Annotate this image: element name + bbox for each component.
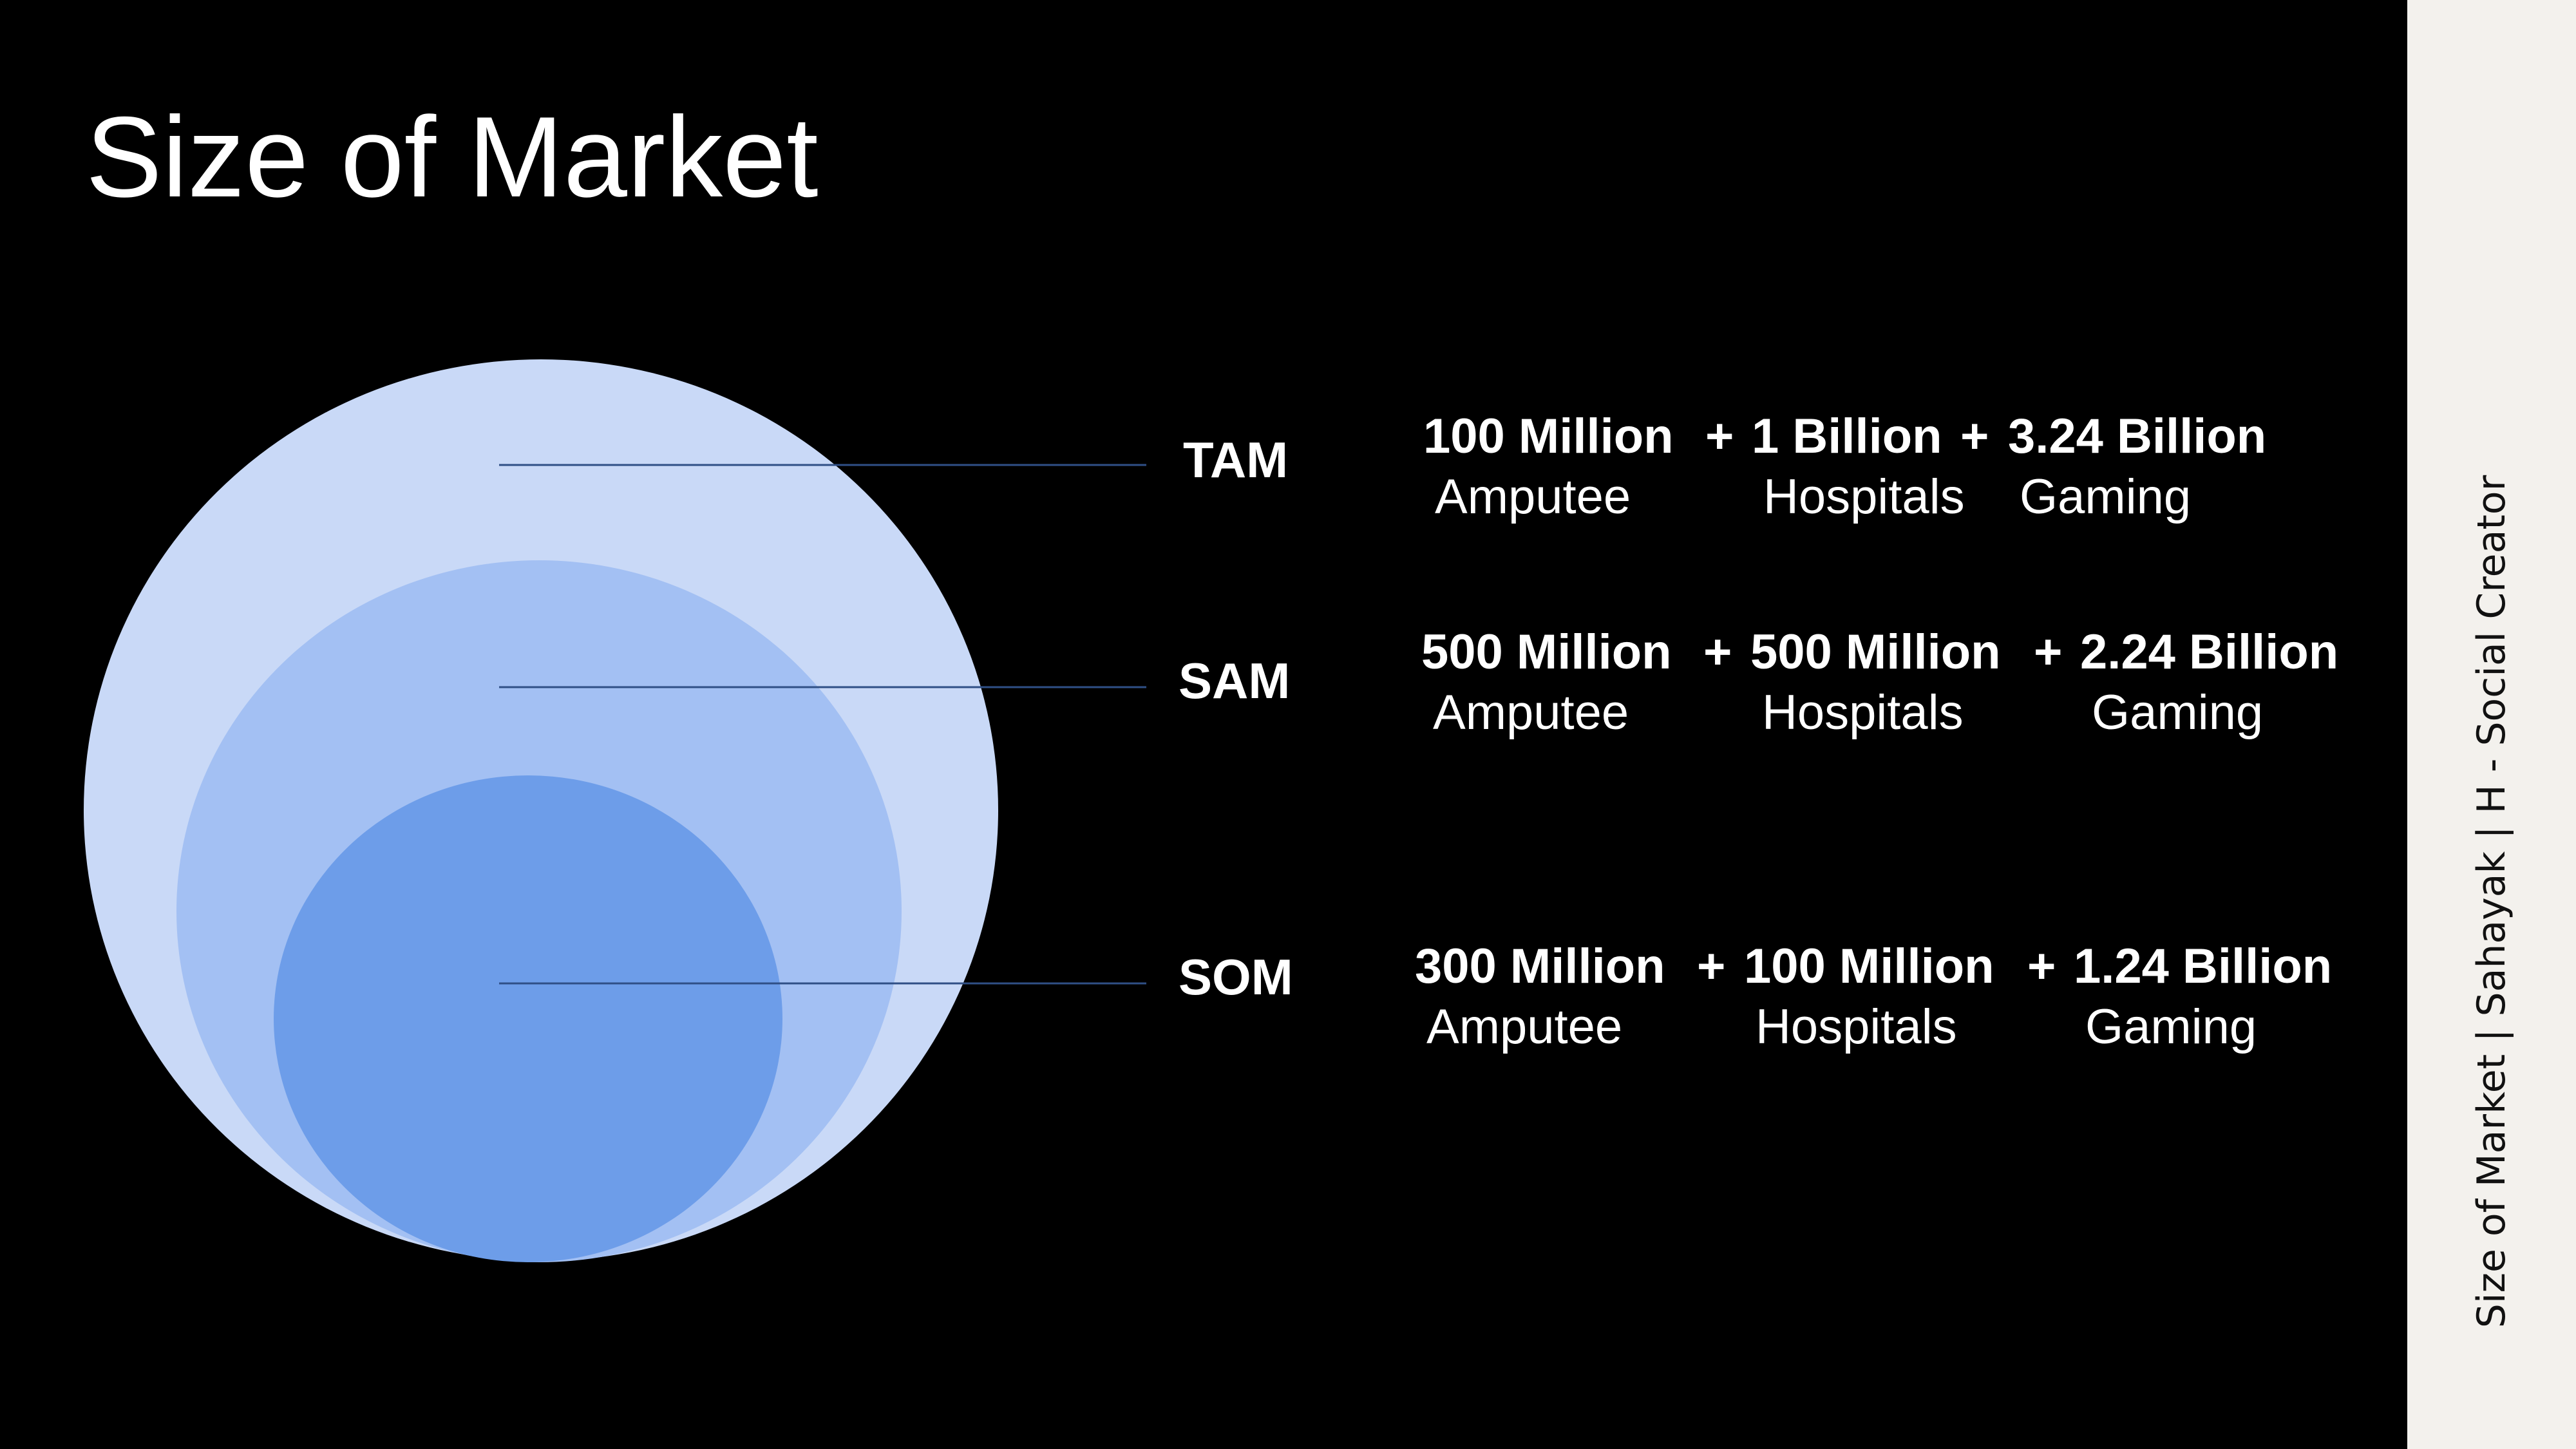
sam-hospitals-label: Hospitals [1762, 685, 1964, 740]
som-gaming-label: Gaming [2085, 999, 2257, 1054]
tam-label: TAM [1183, 431, 1289, 488]
som-amputee-label: Amputee [1426, 999, 1623, 1054]
tam-plus-1: + [1705, 409, 1734, 464]
sam-plus-2: + [2034, 625, 2063, 679]
sam-gaming-value: 2.24 Billion [2080, 625, 2339, 679]
tam-segment-amputee: 100 Million Amputee [1423, 412, 1674, 522]
som-hospitals-value: 100 Million [1744, 939, 1994, 994]
sam-plus-1: + [1703, 625, 1732, 679]
sam-amputee-label: Amputee [1433, 685, 1629, 740]
som-amputee-value: 300 Million [1415, 939, 1665, 994]
tam-gaming-label: Gaming [2020, 469, 2192, 524]
sam-amputee-value: 500 Million [1421, 625, 1672, 679]
slide-main: Size of Market TAM 100 Million Amputee +… [84, 93, 2339, 1262]
slide-title: Size of Market [86, 93, 819, 221]
som-segment-hospitals: 100 Million Hospitals [1744, 942, 1994, 1052]
tam-amputee-value: 100 Million [1423, 409, 1674, 464]
side-caption: Size of Market | Sahayak | H - Social Cr… [2469, 475, 2514, 1329]
tam-segment-hospitals: 1 Billion Hospitals [1752, 412, 1965, 522]
market-size-diagram [84, 359, 1146, 1262]
tam-segment-gaming: 3.24 Billion Gaming [2008, 412, 2266, 522]
sam-label: SAM [1179, 652, 1291, 709]
som-hospitals-label: Hospitals [1756, 999, 1957, 1054]
som-circle [274, 775, 782, 1262]
sam-segment-gaming: 2.24 Billion Gaming [2080, 628, 2338, 737]
tam-hospitals-label: Hospitals [1763, 469, 1965, 524]
som-plus-1: + [1697, 939, 1726, 994]
tam-gaming-value: 3.24 Billion [2008, 409, 2267, 464]
sam-hospitals-value: 500 Million [1750, 625, 2001, 679]
sam-segment-hospitals: 500 Million Hospitals [1750, 628, 2001, 737]
tam-plus-2: + [1960, 409, 1989, 464]
sam-gaming-label: Gaming [2092, 685, 2264, 740]
som-plus-2: + [2027, 939, 2056, 994]
som-segment-amputee: 300 Million Amputee [1415, 942, 1665, 1052]
sam-segment-amputee: 500 Million Amputee [1421, 628, 1672, 737]
tam-hospitals-value: 1 Billion [1752, 409, 1942, 464]
som-segment-gaming: 1.24 Billion Gaming [2074, 942, 2332, 1052]
side-panel: Size of Market | Sahayak | H - Social Cr… [2407, 0, 2576, 1449]
som-label: SOM [1179, 949, 1293, 1005]
tam-amputee-label: Amputee [1435, 469, 1631, 524]
som-gaming-value: 1.24 Billion [2074, 939, 2333, 994]
